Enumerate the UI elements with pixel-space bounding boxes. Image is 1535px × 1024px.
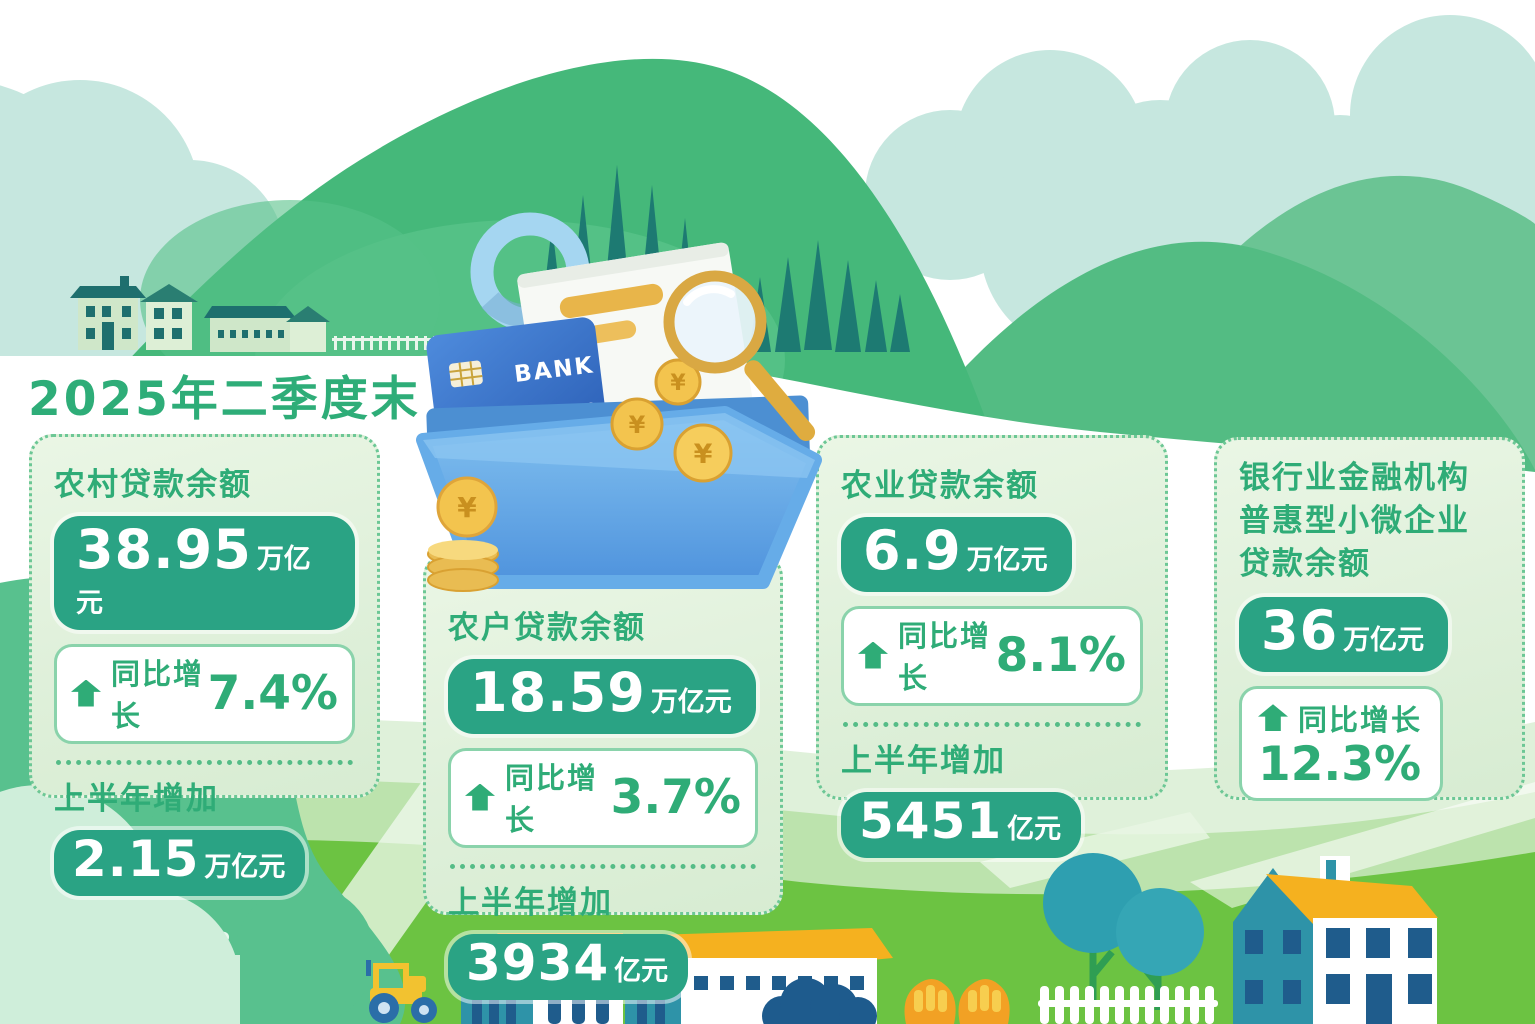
- balance-number: 18.59: [470, 661, 646, 724]
- up-arrow-icon: [858, 641, 888, 669]
- growth-label: 同比增长: [505, 761, 599, 837]
- balance-unit: 万亿元: [76, 544, 311, 619]
- half-year-label: 上半年增加: [841, 743, 1006, 779]
- growth-label: 同比增长: [1298, 702, 1423, 737]
- balance-unit: 万亿元: [966, 545, 1048, 576]
- svg-text:¥: ¥: [457, 491, 477, 524]
- half-year-label: 上半年增加: [448, 885, 613, 921]
- card-label: 农村贷款余额: [54, 467, 252, 503]
- wheat-sheaf-icon: [904, 979, 1010, 1024]
- half-year-unit: 亿元: [614, 956, 669, 987]
- growth-badge: 同比增长 3.7%: [448, 748, 758, 848]
- card-label-line: 银行业金融机构: [1239, 460, 1470, 496]
- half-year-unit: 亿元: [1007, 814, 1062, 845]
- svg-text:¥: ¥: [694, 439, 713, 470]
- magnifier-icon: [663, 270, 816, 442]
- tractor-icon: [366, 960, 437, 1023]
- card-agriculture-loans: 农业贷款余额 6.9 万亿元 同比增长 8.1% 上半年增加 5451 亿元: [816, 435, 1168, 858]
- balance-pill: 18.59 万亿元: [448, 659, 756, 734]
- balance-pill: 38.95 万亿元: [54, 516, 355, 630]
- growth-label: 同比增长: [898, 619, 992, 695]
- growth-value: 12.3%: [1258, 736, 1422, 792]
- balance-unit: 万亿元: [1343, 624, 1425, 656]
- half-year-number: 2.15: [72, 830, 200, 888]
- finance-folder-illustration: BANK 0000 0000 000 ¥ ¥ ¥ ¥: [416, 212, 822, 592]
- half-year-pill: 2.15 万亿元: [54, 830, 306, 896]
- half-year-number: 3934: [466, 934, 610, 992]
- balance-number: 36: [1261, 598, 1339, 662]
- svg-text:¥: ¥: [629, 411, 646, 439]
- growth-label: 同比增长: [111, 657, 205, 733]
- right-scene: [1038, 853, 1438, 1024]
- balance-pill: 6.9 万亿元: [841, 517, 1072, 592]
- card-label: 农户贷款余额: [448, 610, 646, 646]
- half-year-pill: 3934 亿元: [448, 934, 689, 1000]
- coin-stack-icon: ¥: [427, 476, 499, 592]
- balance-number: 38.95: [76, 518, 252, 581]
- balance-unit: 万亿元: [650, 687, 732, 718]
- bush-icon: [762, 978, 877, 1024]
- growth-value: 7.4%: [207, 665, 338, 721]
- round-tree-icon: [1116, 888, 1204, 976]
- growth-value: 3.7%: [610, 769, 741, 825]
- balance-pill: 36 万亿元: [1239, 596, 1449, 672]
- card-household-loans: 农户贷款余额 18.59 万亿元 同比增长 3.7% 上半年增加 3934 亿元: [423, 553, 783, 1000]
- card-label: 农业贷款余额: [841, 468, 1039, 504]
- growth-badge: 同比增长 12.3%: [1239, 685, 1444, 801]
- card-label-line: 普惠型小微企业: [1239, 502, 1470, 539]
- card-label-line: 贷款余额: [1239, 545, 1371, 582]
- card-micro-enterprise-loans: 银行业金融机构 普惠型小微企业 贷款余额 36 万亿元 同比增长 12.3%: [1214, 437, 1525, 801]
- dotted-separator: [56, 760, 353, 765]
- card-rural-loans: 农村贷款余额 38.95 万亿元 同比增长 7.4% 上半年增加 2.15 万亿元: [29, 434, 380, 896]
- village-houses: [70, 276, 450, 352]
- growth-badge: 同比增长 8.1%: [841, 606, 1143, 706]
- half-year-number: 5451: [859, 792, 1003, 850]
- half-year-unit: 万亿元: [204, 852, 286, 883]
- up-arrow-icon: [465, 783, 495, 811]
- growth-badge: 同比增长 7.4%: [54, 644, 355, 744]
- growth-value: 8.1%: [995, 627, 1126, 683]
- coin-icon: ¥ ¥ ¥: [610, 358, 733, 483]
- up-arrow-icon: [71, 679, 101, 707]
- dotted-separator: [450, 864, 756, 869]
- balance-number: 6.9: [863, 519, 962, 582]
- half-year-pill: 5451 亿元: [841, 792, 1082, 858]
- half-year-label: 上半年增加: [54, 781, 219, 817]
- dotted-separator: [843, 722, 1141, 727]
- picket-fence: [1038, 986, 1218, 1024]
- page-title: 2025年二季度末: [28, 372, 421, 427]
- up-arrow-icon: [1258, 704, 1288, 732]
- svg-text:¥: ¥: [670, 371, 686, 396]
